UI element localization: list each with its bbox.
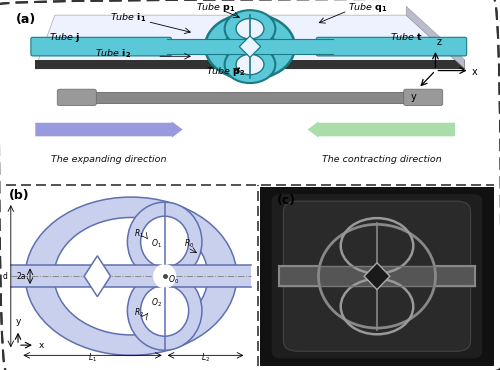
Circle shape — [236, 18, 264, 39]
Text: $L_2$: $L_2$ — [201, 352, 210, 364]
Text: z: z — [436, 37, 442, 47]
FancyBboxPatch shape — [272, 194, 482, 359]
Polygon shape — [240, 36, 260, 57]
Polygon shape — [84, 256, 110, 297]
FancyBboxPatch shape — [167, 39, 333, 54]
FancyBboxPatch shape — [31, 37, 172, 56]
Polygon shape — [364, 263, 390, 290]
Circle shape — [224, 27, 276, 66]
Text: $R_2$: $R_2$ — [134, 307, 144, 319]
Text: $O_2$: $O_2$ — [152, 297, 162, 309]
FancyBboxPatch shape — [404, 89, 443, 105]
Text: Tube $\mathbf{t}$: Tube $\mathbf{t}$ — [390, 31, 422, 42]
Circle shape — [224, 10, 276, 47]
Polygon shape — [94, 92, 406, 103]
Text: Tube $\mathbf{p_2}$: Tube $\mathbf{p_2}$ — [206, 65, 246, 78]
Text: $O_0$: $O_0$ — [168, 273, 178, 286]
Circle shape — [153, 264, 176, 289]
Text: (c): (c) — [276, 194, 295, 207]
FancyBboxPatch shape — [278, 266, 475, 286]
FancyBboxPatch shape — [316, 37, 466, 56]
Text: Tube $\mathbf{j}$: Tube $\mathbf{j}$ — [49, 31, 80, 44]
Text: $R_1$: $R_1$ — [134, 228, 144, 240]
Text: 2a: 2a — [17, 272, 26, 281]
Polygon shape — [36, 60, 465, 69]
Circle shape — [140, 285, 188, 336]
Text: The expanding direction: The expanding direction — [50, 155, 166, 164]
FancyBboxPatch shape — [258, 183, 496, 369]
Text: Tube $\mathbf{i_2}$: Tube $\mathbf{i_2}$ — [96, 47, 132, 60]
Polygon shape — [406, 6, 464, 69]
Text: (a): (a) — [16, 13, 36, 26]
Text: d: d — [3, 272, 8, 281]
Polygon shape — [36, 15, 465, 69]
FancyArrow shape — [308, 121, 455, 138]
FancyBboxPatch shape — [284, 201, 470, 351]
Circle shape — [128, 202, 202, 281]
Circle shape — [236, 54, 264, 75]
Circle shape — [140, 216, 188, 267]
Text: Tube $\mathbf{i_1}$: Tube $\mathbf{i_1}$ — [110, 11, 146, 24]
Text: x: x — [38, 341, 44, 350]
Text: (b): (b) — [8, 189, 29, 202]
Text: $R_0$: $R_0$ — [184, 238, 194, 250]
Text: x: x — [472, 67, 478, 77]
FancyBboxPatch shape — [57, 89, 96, 105]
Text: y: y — [16, 317, 20, 326]
Text: Tube $\mathbf{q_1}$: Tube $\mathbf{q_1}$ — [348, 1, 388, 14]
Text: y: y — [410, 92, 416, 102]
Text: $O_1$: $O_1$ — [152, 238, 162, 250]
Circle shape — [242, 41, 258, 52]
Ellipse shape — [25, 197, 237, 355]
FancyBboxPatch shape — [11, 266, 251, 287]
Text: Tube $\mathbf{p_1}$: Tube $\mathbf{p_1}$ — [196, 1, 235, 14]
Circle shape — [224, 46, 276, 83]
FancyArrow shape — [36, 121, 182, 138]
Circle shape — [205, 14, 295, 80]
Circle shape — [128, 271, 202, 350]
Text: The contracting direction: The contracting direction — [322, 155, 442, 164]
Ellipse shape — [54, 218, 208, 335]
Text: $L_1$: $L_1$ — [88, 352, 97, 364]
